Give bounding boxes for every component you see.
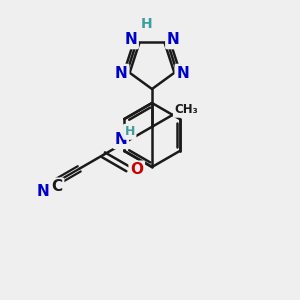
Text: N: N [124, 32, 137, 47]
Text: N: N [176, 65, 189, 80]
Text: H: H [124, 125, 135, 138]
Text: N: N [167, 32, 180, 47]
Text: H: H [141, 17, 153, 31]
Text: N: N [114, 132, 127, 147]
Text: C: C [51, 179, 63, 194]
Text: O: O [130, 162, 143, 177]
Text: CH₃: CH₃ [174, 103, 198, 116]
Text: N: N [37, 184, 49, 199]
Text: N: N [115, 65, 128, 80]
